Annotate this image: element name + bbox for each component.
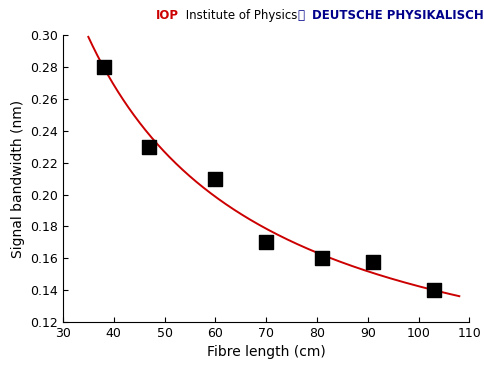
Text: IOP: IOP [156,9,179,22]
Text: ⓓ: ⓓ [298,9,304,22]
Text: DEUTSCHE PHYSIKALISCHE G: DEUTSCHE PHYSIKALISCHE G [312,9,484,22]
Y-axis label: Signal bandwidth (nm): Signal bandwidth (nm) [11,100,25,258]
Text: Institute of Physics: Institute of Physics [182,9,297,22]
Point [430,287,438,293]
Point [212,176,219,182]
Point [318,255,326,261]
Point [146,144,153,150]
Point [100,64,107,70]
X-axis label: Fibre length (cm): Fibre length (cm) [207,346,326,359]
Point [262,239,270,245]
Point [369,259,377,265]
